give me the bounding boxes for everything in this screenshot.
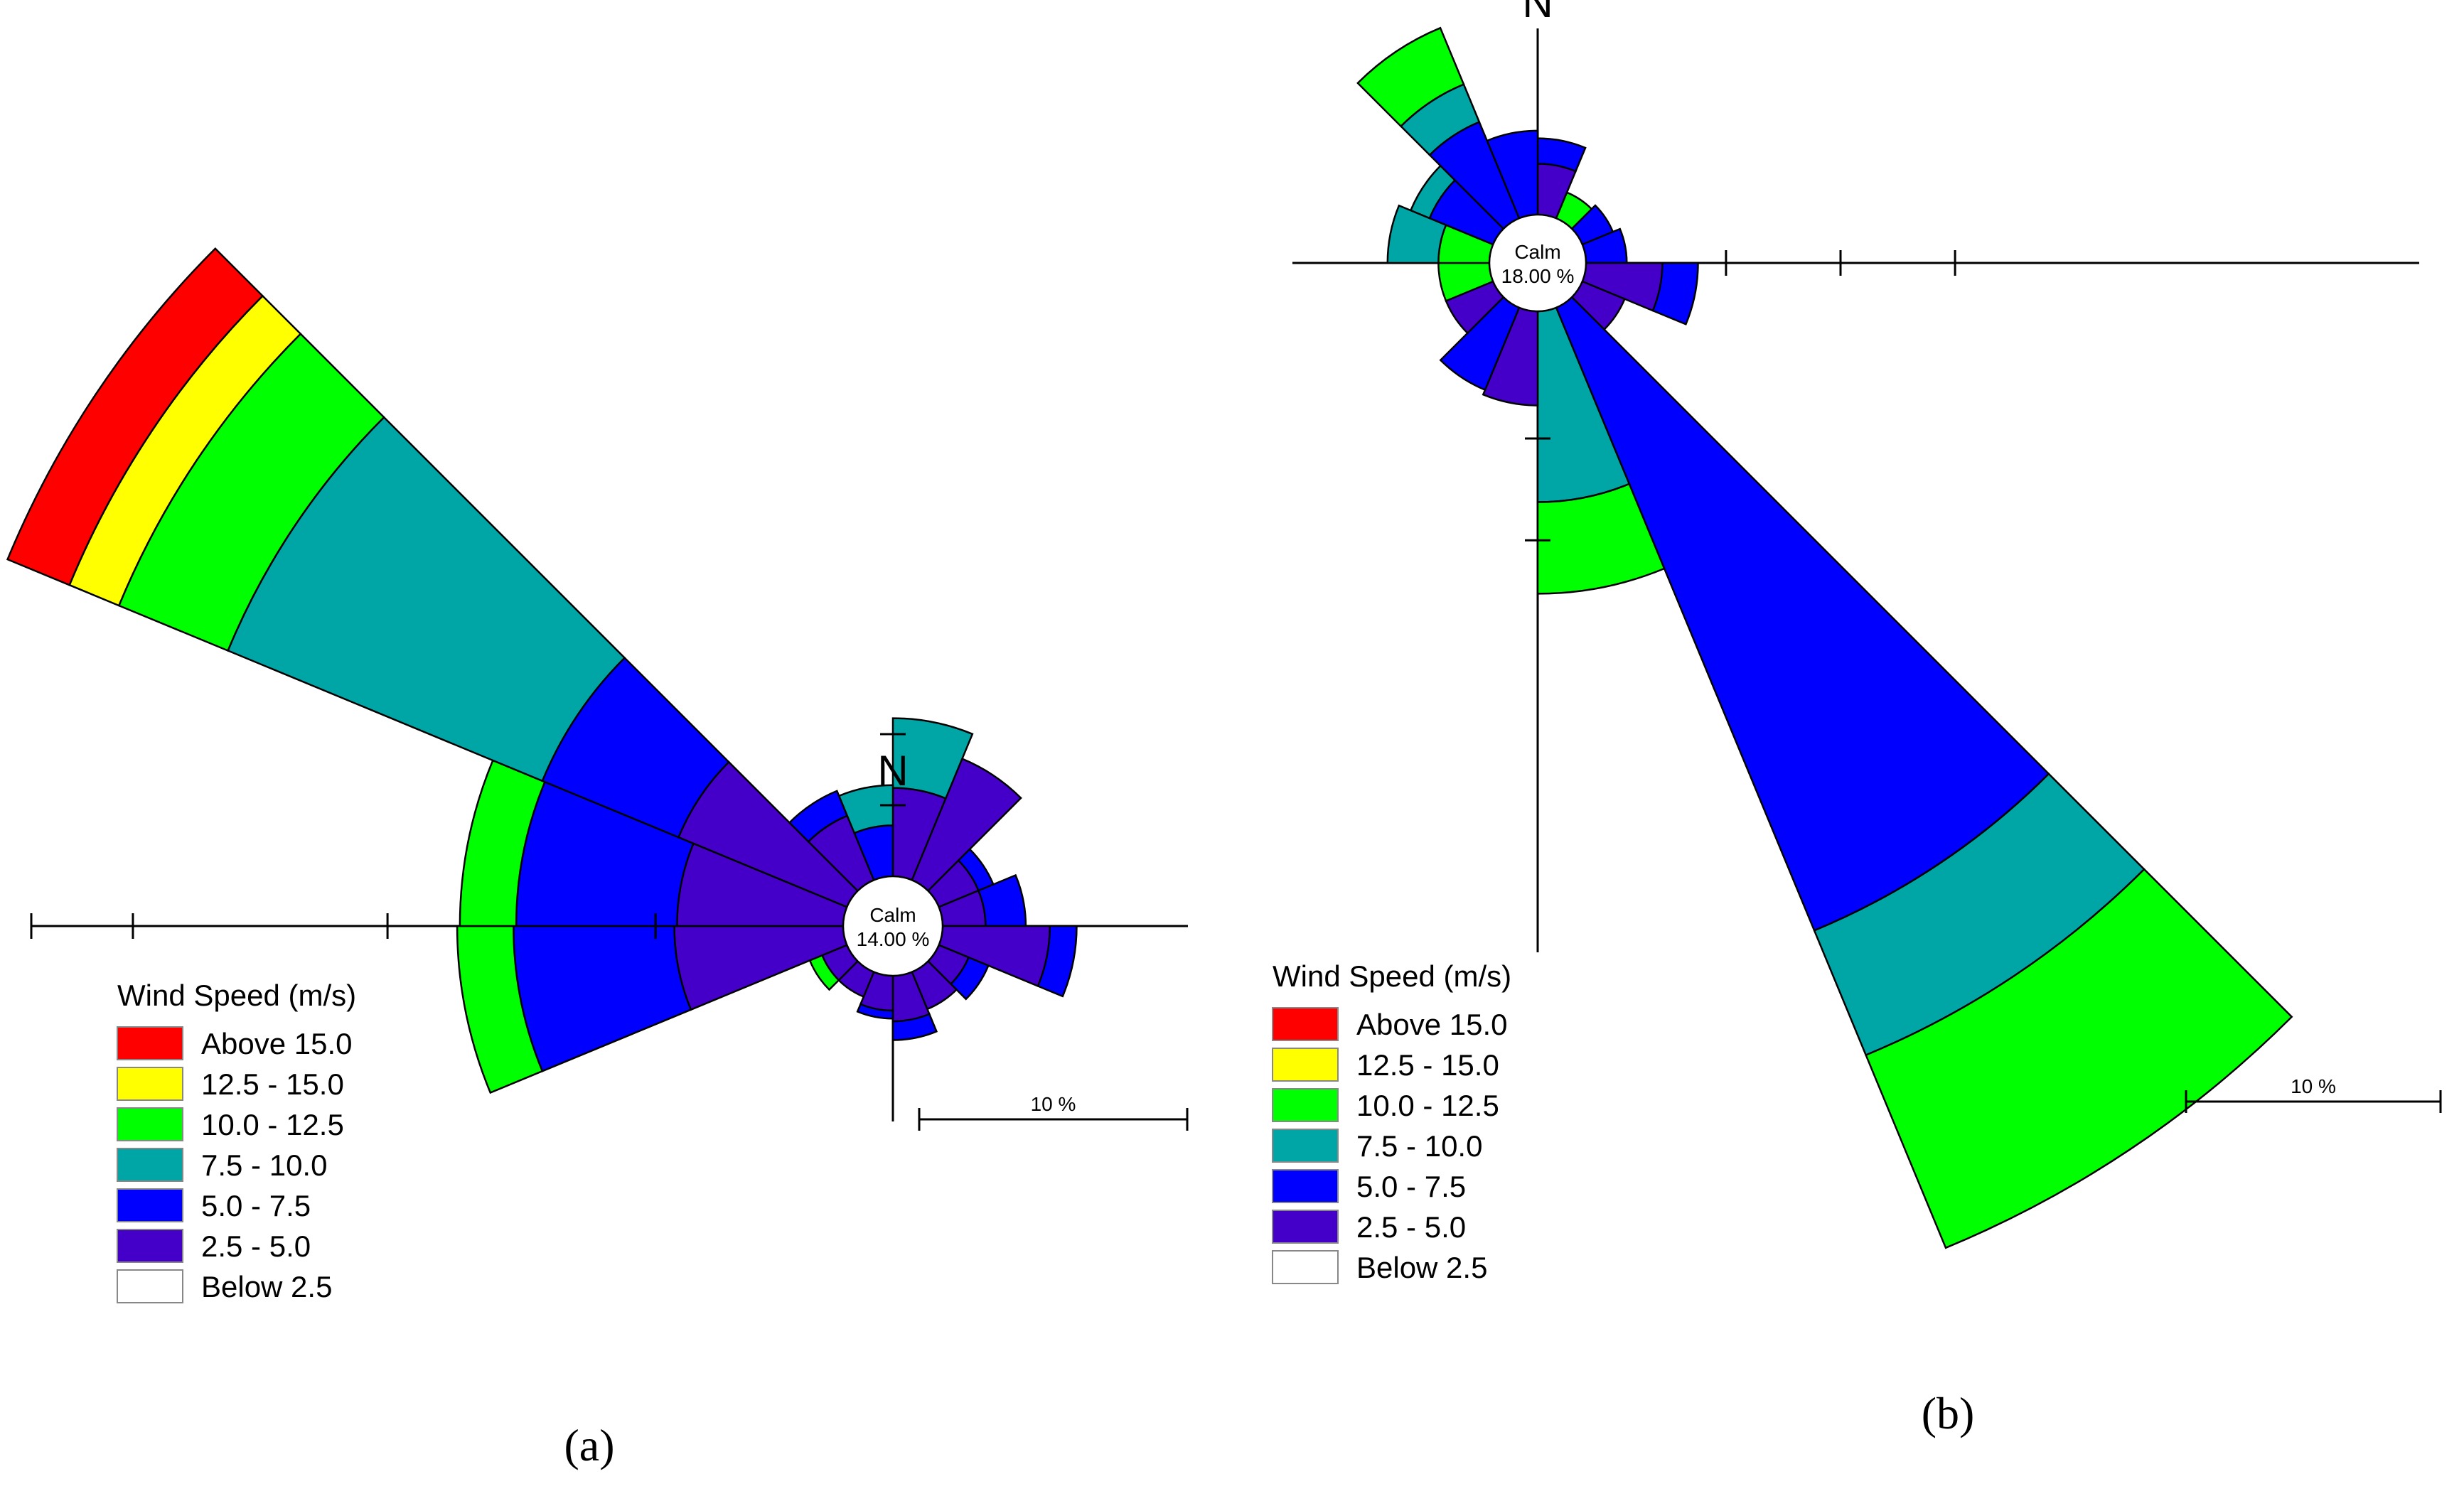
legend-label: Below 2.5: [201, 1270, 332, 1303]
panel-label: (a): [564, 1420, 614, 1470]
legend-label: 2.5 - 5.0: [201, 1229, 311, 1263]
legend: Wind Speed (m/s) Above 15.0 12.5 - 15.0 10.…: [117, 979, 356, 1303]
calm-value: 18.00 %: [1501, 265, 1575, 287]
legend-label: Above 15.0: [201, 1027, 353, 1060]
legend-label: Above 15.0: [1356, 1008, 1508, 1041]
sector-168.75-5.0-7.5: [891, 1013, 938, 1041]
legend-swatch: [117, 1269, 183, 1303]
legend: Wind Speed (m/s) Above 15.0 12.5 - 15.0 10.…: [1272, 959, 1511, 1284]
sector-146.25-10.0-12.5: [1865, 868, 2293, 1249]
sector-123.75-5.0-7.5: [949, 956, 990, 1001]
sector-326.25-5.0-7.5: [788, 790, 849, 843]
sector-348.75-7.5-10.0: [837, 784, 894, 834]
legend-swatch: [1272, 1210, 1339, 1244]
panel-label: (b): [1922, 1388, 1975, 1438]
legend-swatch: [117, 1026, 183, 1060]
calm-label: Calm: [869, 904, 916, 926]
sector-11.25-5.0-7.5: [1536, 137, 1587, 173]
legend-label: 12.5 - 15.0: [1356, 1048, 1499, 1082]
legend-label: Below 2.5: [1356, 1251, 1487, 1284]
legend-title: Wind Speed (m/s): [1273, 959, 1511, 993]
legend-swatch: [117, 1067, 183, 1101]
north-label: N: [877, 747, 908, 795]
legend-swatch: [117, 1107, 183, 1141]
legend-label: 10.0 - 12.5: [1356, 1089, 1499, 1122]
scale-label: 10 %: [2291, 1075, 2336, 1097]
legend-swatch: [117, 1229, 183, 1263]
calm-circle: [842, 875, 944, 977]
legend-swatch: [1272, 1088, 1339, 1122]
north-label: N: [1522, 0, 1553, 26]
legend-swatch: [1272, 1048, 1339, 1082]
sector-258.75-10.0-12.5: [456, 925, 544, 1094]
calm-circle: [1488, 213, 1587, 313]
sector-101.25-5.0-7.5: [1037, 925, 1078, 998]
sector-168.75-10.0-12.5: [1536, 483, 1666, 595]
sector-191.25-5.0-7.5: [856, 1003, 894, 1020]
legend-label: 2.5 - 5.0: [1356, 1210, 1466, 1244]
legend-swatch: [1272, 1169, 1339, 1203]
calm-label: Calm: [1514, 241, 1560, 263]
legend-label: 12.5 - 15.0: [201, 1067, 344, 1101]
legend-label: 7.5 - 10.0: [201, 1148, 327, 1182]
legend-title: Wind Speed (m/s): [117, 979, 356, 1012]
legend-label: 5.0 - 7.5: [201, 1189, 311, 1222]
legend-swatch: [1272, 1250, 1339, 1284]
sector-303.75-above-15.0: [6, 247, 264, 586]
sector-258.75-5.0-7.5: [513, 925, 692, 1072]
sector-146.25-5.0-7.5: [1555, 296, 2050, 932]
legend-label: 7.5 - 10.0: [1356, 1129, 1482, 1163]
scale-label: 10 %: [1031, 1093, 1076, 1115]
legend-swatch: [1272, 1007, 1339, 1041]
sector-11.25-7.5-10.0: [891, 717, 974, 800]
legend-label: 10.0 - 12.5: [201, 1108, 344, 1141]
legend-swatch: [117, 1188, 183, 1222]
sector-101.25-5.0-7.5: [1651, 262, 1699, 325]
legend-swatch: [1272, 1129, 1339, 1163]
legend-swatch: [117, 1148, 183, 1182]
calm-value: 14.00 %: [857, 928, 930, 950]
legend-label: 5.0 - 7.5: [1356, 1170, 1466, 1203]
sector-326.25-10.0-12.5: [1356, 26, 1465, 128]
